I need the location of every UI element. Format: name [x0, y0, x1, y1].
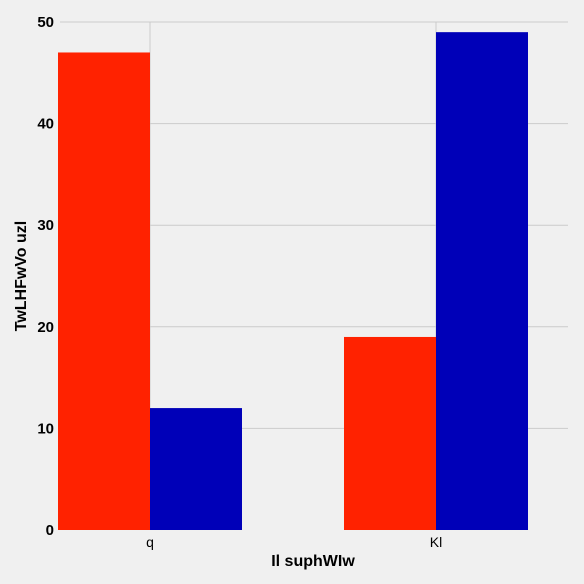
y-tick-label: 50: [37, 14, 54, 31]
y-tick-labels: 0 10 20 30 40 50: [37, 14, 54, 539]
y-axis-title: TwLHFwVo uzl: [13, 221, 30, 332]
bar: [58, 52, 150, 530]
y-tick-label: 30: [37, 217, 54, 234]
y-tick-label: 20: [37, 319, 54, 336]
x-axis-title: Il suphWIw: [271, 553, 355, 570]
bar: [344, 336, 436, 530]
y-tick-label: 0: [46, 522, 54, 539]
bar: [436, 32, 528, 530]
bar: [150, 408, 242, 530]
x-tick-labels: q Kl: [146, 534, 442, 550]
x-tick-label: q: [146, 534, 154, 550]
bars: [58, 32, 528, 530]
y-tick-label: 40: [37, 116, 54, 133]
x-tick-label: Kl: [430, 534, 442, 550]
y-tick-label: 10: [37, 420, 54, 437]
